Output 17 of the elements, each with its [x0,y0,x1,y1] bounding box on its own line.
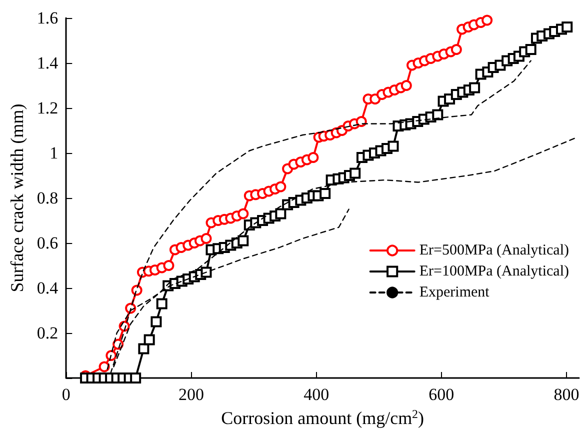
x-tick-label: 0 [62,385,70,404]
y-tick-label: 0.8 [36,188,58,208]
x-tick-label: 800 [554,385,580,404]
legend-label: Er=500MPa (Analytical) [419,242,570,258]
y-tick-label: 1.4 [36,54,59,72]
y-axis-title: Surface crack width (mm) [7,104,27,292]
y-tick-label: 0.4 [36,278,59,298]
legend-label: Experiment [419,284,490,300]
x-tick-label: 400 [304,385,330,404]
x-tick-label: 200 [178,385,204,404]
y-tick-label: 1.2 [36,98,58,118]
y-tick-label: 1.6 [36,8,58,28]
y-tick-label: 0.2 [36,324,58,342]
x-tick-label: 600 [428,385,454,404]
y-tick-label: 0.6 [36,234,58,252]
legend-label: Er=100MPa (Analytical) [419,264,570,280]
y-tick-label: 1 [50,144,58,162]
